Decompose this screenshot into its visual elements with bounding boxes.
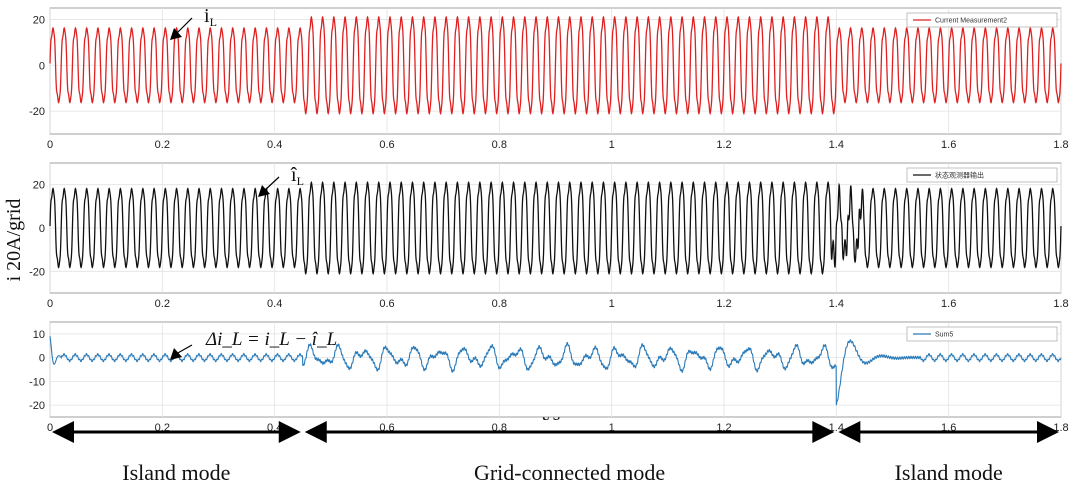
legend-label: Current Measurement2 [935, 18, 1007, 25]
y-tick-label: -20 [29, 266, 45, 278]
panel-middle: 0 0.2 0.4 0.6 0.8 1 1.2 1.4 1.6 1.8200-20状态观测器输出î… [29, 162, 1069, 310]
x-tick-label: 1 [609, 422, 615, 434]
x-tick-label: 1.8 [1053, 298, 1068, 310]
x-tick-label: 1.6 [941, 139, 956, 151]
annotation-arrowhead [170, 348, 182, 360]
series-line [49, 15, 1062, 115]
y-tick-label: -10 [29, 376, 45, 388]
mode-label: Island mode [122, 460, 230, 485]
mode-arrows: Island mode Grid-connected mode Island mod… [52, 421, 1059, 485]
legend-box [906, 167, 1058, 183]
x-tick-label: 0 [47, 298, 53, 310]
legend-box [906, 326, 1058, 342]
y-tick-label: 0 [39, 223, 45, 235]
panel-top: 0 0.2 0.4 0.6 0.8 1 1.2 1.4 1.6 1.8 20 0 -20 Current … [29, 5, 1069, 151]
y-tick-label: 20 [33, 180, 45, 192]
y-tick-label: -20 [29, 106, 45, 118]
x-tick-label: 0.8 [492, 139, 507, 151]
x-tick-label: 0.8 [492, 298, 507, 310]
y-tick-label: 0 [39, 60, 45, 72]
y-tick-label: -20 [29, 400, 45, 412]
series-line [49, 180, 1062, 276]
x-tick-label: 0.4 [267, 298, 282, 310]
annotation-arrowhead [170, 28, 182, 40]
series-line [49, 336, 1062, 406]
mode-arrowhead-right [278, 421, 301, 443]
mode-label: Island mode [895, 460, 1003, 485]
x-tick-label: 1.8 [1053, 422, 1068, 434]
mode-arrowhead-left [52, 421, 74, 443]
x-tick-label: 0.4 [267, 139, 282, 151]
y-axis-label: i 20A/grid [3, 199, 25, 282]
panels: 0 0.2 0.4 0.6 0.8 1 1.2 1.4 1.6 1.8200-20Current … [29, 5, 1069, 434]
legend-box [906, 12, 1058, 28]
x-tick-label: 1.6 [941, 298, 956, 310]
x-tick-label: 0 [47, 139, 53, 151]
x-tick-label: 1.4 [829, 139, 844, 151]
legend-label: 状态观测器输出 [935, 171, 984, 180]
annotation-label: Δi_L = i_L − î_L [205, 329, 337, 350]
annotation-arrowhead [258, 185, 270, 197]
y-tick-label: 10 [33, 329, 45, 341]
mode-arrowhead-left [838, 421, 861, 443]
x-tick-label: 1.8 [1053, 139, 1068, 151]
mode-arrowhead-right [812, 421, 835, 443]
x-tick-label: 0.2 [155, 139, 170, 151]
legend-label: Sum5 [935, 332, 953, 339]
annotation-subscript: L [297, 174, 304, 188]
mode-label: Grid-connected mode [474, 460, 665, 485]
x-tick-label: 1.2 [716, 298, 731, 310]
annotation-arrow-line [263, 176, 280, 192]
x-tick-label: 0 [47, 422, 53, 434]
y-tick-label: 0 [39, 353, 45, 365]
mode-arrowhead-right [1037, 421, 1059, 443]
annotation-arrow-line [175, 17, 193, 35]
panel-bottom: 0 0.2 0.4 0.6 0.8 1 1.2 1.4 1.6 1.8100-10-20Sum5Δ… [29, 321, 1069, 434]
mode-arrowhead-left [304, 421, 327, 443]
x-tick-label: 1.2 [716, 139, 731, 151]
annotation-arrow-line [175, 344, 193, 355]
x-tick-label: 0.2 [155, 298, 170, 310]
y-tick-label: 20 [33, 14, 45, 26]
x-tick-label: 1.4 [829, 422, 844, 434]
x-tick-label: 0.6 [379, 139, 394, 151]
x-tick-label: 1.4 [829, 298, 844, 310]
plot-area [49, 321, 1062, 418]
annotation-subscript: L [210, 15, 217, 29]
x-tick-label: 0.6 [379, 298, 394, 310]
x-tick-label: 1 [609, 139, 615, 151]
x-tick-label: 1 [609, 298, 615, 310]
